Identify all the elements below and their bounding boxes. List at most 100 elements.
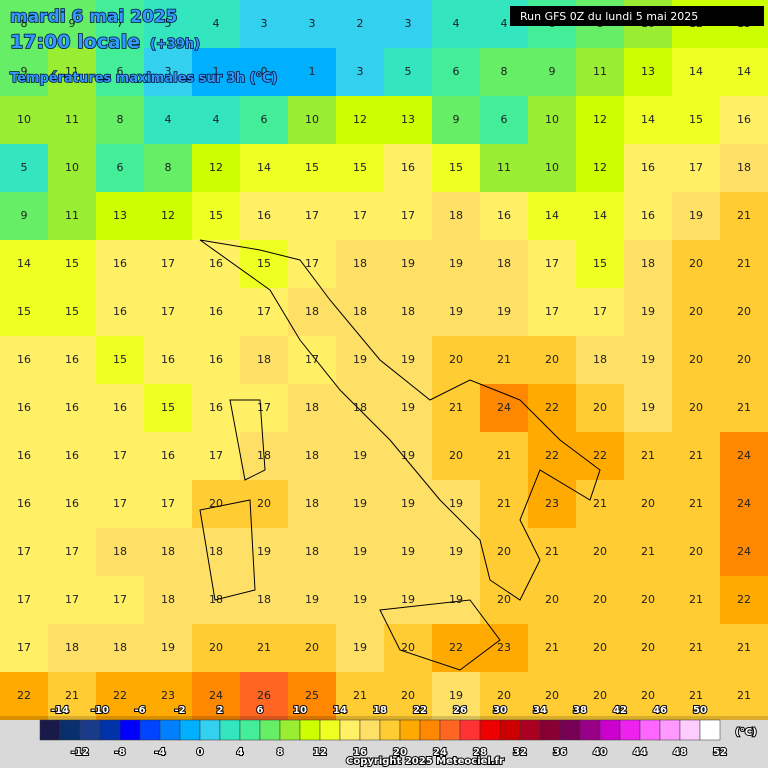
temp-cell [288, 240, 336, 288]
legend-label: 10 [293, 705, 307, 716]
temp-cell [672, 480, 720, 528]
temp-cell [528, 576, 576, 624]
temp-value: 7 [117, 17, 124, 30]
temp-cell [576, 96, 624, 144]
temp-cell [336, 432, 384, 480]
temp-cell [144, 144, 192, 192]
temp-cell [720, 432, 768, 480]
temp-value: 19 [401, 593, 415, 606]
temp-value: 19 [353, 353, 367, 366]
date: mardi 6 mai 2025 [10, 7, 177, 27]
temp-value: 22 [593, 449, 607, 462]
temp-value: 22 [737, 593, 751, 606]
temp-cell [576, 336, 624, 384]
temp-value: 19 [497, 305, 511, 318]
temp-value: 21 [497, 353, 511, 366]
temp-cell [96, 336, 144, 384]
legend-label: 2 [217, 705, 224, 716]
temp-cell [672, 96, 720, 144]
temp-cell [144, 192, 192, 240]
temp-cell [0, 384, 48, 432]
temp-value: 16 [737, 113, 751, 126]
temp-cell [192, 672, 240, 720]
temp-cell [96, 96, 144, 144]
temp-value: 19 [449, 545, 463, 558]
temp-value: 10 [17, 113, 31, 126]
temp-value: 20 [593, 641, 607, 654]
temp-cell [432, 48, 480, 96]
temp-value: 20 [689, 257, 703, 270]
temp-cell [528, 480, 576, 528]
temp-value: 18 [353, 305, 367, 318]
temp-value: 14 [593, 209, 607, 222]
legend-swatch [519, 719, 541, 741]
temp-value: 19 [353, 593, 367, 606]
temp-value: 21 [257, 641, 271, 654]
temp-cell [96, 624, 144, 672]
temp-cell [288, 96, 336, 144]
temp-cell [144, 0, 192, 48]
temp-value: 18 [65, 641, 79, 654]
temp-value: 15 [65, 257, 79, 270]
legend-swatch [639, 719, 661, 741]
temp-cell [48, 48, 96, 96]
temp-cell [576, 624, 624, 672]
legend-unit: (°C) [735, 727, 756, 738]
legend-swatch [659, 719, 681, 741]
legend-swatch [399, 719, 421, 741]
temperature-field: 8975433234468101213911631013568911131414… [0, 0, 768, 720]
temp-value: 18 [209, 545, 223, 558]
temp-cell [528, 240, 576, 288]
temp-cell [48, 576, 96, 624]
temp-value: 21 [689, 449, 703, 462]
temp-value: 19 [401, 449, 415, 462]
temp-cell [528, 432, 576, 480]
temp-value: 17 [113, 449, 127, 462]
temp-value: 19 [401, 353, 415, 366]
temp-cell [624, 576, 672, 624]
temp-cell [144, 96, 192, 144]
temp-value: 11 [65, 113, 79, 126]
temp-value: 18 [737, 161, 751, 174]
temp-cell [0, 288, 48, 336]
coastline [199, 239, 601, 671]
legend-label: 34 [533, 705, 547, 716]
temp-cell [480, 288, 528, 336]
legend-swatch [459, 719, 481, 741]
temp-value: 17 [113, 497, 127, 510]
temp-value: 23 [545, 497, 559, 510]
temp-value: 17 [65, 545, 79, 558]
temp-value: 22 [545, 449, 559, 462]
temp-value: 4 [501, 17, 508, 30]
temp-value: 17 [545, 305, 559, 318]
temp-value: 14 [545, 209, 559, 222]
temp-value: 17 [17, 641, 31, 654]
legend-label: 0 [197, 747, 204, 758]
temp-value: 20 [641, 689, 655, 702]
temp-value: 21 [689, 641, 703, 654]
temp-value: 19 [401, 545, 415, 558]
temp-cell [672, 336, 720, 384]
temp-cell [192, 288, 240, 336]
legend-swatch [219, 719, 241, 741]
temp-cell [288, 480, 336, 528]
temp-cell [288, 192, 336, 240]
temp-cell [288, 432, 336, 480]
temp-cell [576, 144, 624, 192]
temp-value: 16 [113, 401, 127, 414]
temp-cell [288, 528, 336, 576]
legend-swatch [359, 719, 381, 741]
temp-cell [480, 432, 528, 480]
legend-label: 18 [373, 705, 387, 716]
temp-value: 5 [405, 65, 412, 78]
temp-cell [48, 336, 96, 384]
legend-label: 20 [393, 747, 407, 758]
temp-value: 3 [261, 17, 268, 30]
temp-value: 3 [165, 65, 172, 78]
legend-label: 46 [653, 705, 667, 716]
temp-value: 15 [161, 401, 175, 414]
temp-value: 19 [689, 209, 703, 222]
temp-cell [576, 240, 624, 288]
legend-swatch [139, 719, 161, 741]
temp-value: 16 [65, 401, 79, 414]
